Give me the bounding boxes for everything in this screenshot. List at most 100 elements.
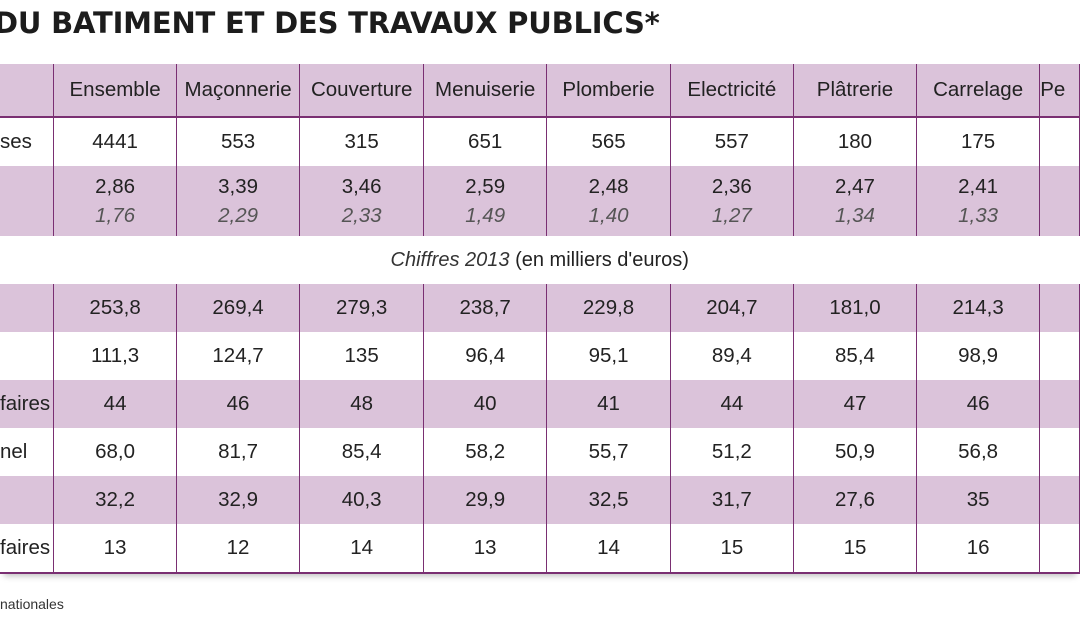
table-cell: 2,36 1,27 (670, 166, 794, 236)
table-cell: 214,3 (916, 284, 1041, 332)
column-header: Carrelage (916, 64, 1041, 118)
table-cell: 32,2 (53, 476, 177, 524)
table-cell: 2,86 1,76 (53, 166, 177, 236)
table-cell: 4441 (53, 117, 177, 166)
row-label: faires (0, 380, 55, 428)
table-cell: 2,48 1,40 (546, 166, 671, 236)
table-cell: 204,7 (670, 284, 794, 332)
table-cell: 47 (793, 380, 917, 428)
table-cell: 2,47 1,34 (793, 166, 917, 236)
table-cell: 279,3 (299, 284, 424, 332)
table-cell: 98,9 (916, 332, 1041, 380)
table-cell: 180 (793, 117, 917, 166)
table-cell: 15 (670, 524, 794, 574)
table-row: nel 68,0 81,7 85,4 58,2 55,7 51,2 50,9 5… (0, 428, 1080, 476)
table-cell: 238,7 (423, 284, 548, 332)
column-header: Plâtrerie (793, 64, 917, 118)
table-cell: 14 (546, 524, 671, 574)
column-header: Plomberie (546, 64, 671, 118)
table-cell: 46 (916, 380, 1041, 428)
table-cell: 3,39 2,29 (176, 166, 301, 236)
table-cell: 51,2 (670, 428, 794, 476)
table-cell (1039, 428, 1080, 476)
table-cell: 31,7 (670, 476, 794, 524)
table-cell: 48 (299, 380, 424, 428)
footnote: nationales (0, 596, 64, 612)
table-cell: 46 (176, 380, 301, 428)
table-cell (1039, 117, 1080, 166)
table-cell: 229,8 (546, 284, 671, 332)
table-cell: 175 (916, 117, 1041, 166)
table-cell: 2,41 1,33 (916, 166, 1041, 236)
table-row: 111,3 124,7 135 96,4 95,1 89,4 85,4 98,9 (0, 332, 1080, 380)
table-cell: 124,7 (176, 332, 301, 380)
table-cell: 32,5 (546, 476, 671, 524)
table-cell: 41 (546, 380, 671, 428)
table-cell: 651 (423, 117, 548, 166)
table-cell (1039, 380, 1080, 428)
table-cell: 553 (176, 117, 301, 166)
section-header: Chiffres 2013 (en milliers d'euros) (0, 236, 1080, 284)
row-label: ses (0, 117, 55, 166)
table-cell: 44 (53, 380, 177, 428)
table-cell: 29,9 (423, 476, 548, 524)
row-label-header (0, 64, 55, 118)
row-label (0, 284, 55, 332)
table-cell: 565 (546, 117, 671, 166)
table-cell: 85,4 (299, 428, 424, 476)
table-cell: 2,59 1,49 (423, 166, 548, 236)
table-cell: 32,9 (176, 476, 301, 524)
table-cell (1039, 284, 1080, 332)
table-cell: 15 (793, 524, 917, 574)
column-header: Menuiserie (423, 64, 548, 118)
column-header: Electricité (670, 64, 794, 118)
table-cell: 253,8 (53, 284, 177, 332)
table-cell: 58,2 (423, 428, 548, 476)
column-header: Maçonnerie (176, 64, 301, 118)
table-cell: 27,6 (793, 476, 917, 524)
table-cell: 14 (299, 524, 424, 574)
table-cell: 135 (299, 332, 424, 380)
row-label (0, 332, 55, 380)
table-cell (1039, 166, 1080, 236)
table-cell: 13 (423, 524, 548, 574)
table-cell: 85,4 (793, 332, 917, 380)
table-cell: 96,4 (423, 332, 548, 380)
table-cell: 3,46 2,33 (299, 166, 424, 236)
table-cell: 89,4 (670, 332, 794, 380)
section-header-row: Chiffres 2013 (en milliers d'euros) (0, 236, 1080, 284)
row-label (0, 476, 55, 524)
table-cell: 13 (53, 524, 177, 574)
table-cell: 269,4 (176, 284, 301, 332)
table-cell: 16 (916, 524, 1041, 574)
table-cell (1039, 524, 1080, 574)
row-label (0, 166, 55, 236)
table-cell: 557 (670, 117, 794, 166)
table-cell: 35 (916, 476, 1041, 524)
statistics-table: Ensemble Maçonnerie Couverture Menuiseri… (0, 64, 1080, 574)
table-cell: 315 (299, 117, 424, 166)
column-header: Couverture (299, 64, 424, 118)
header-row: Ensemble Maçonnerie Couverture Menuiseri… (0, 64, 1080, 118)
row-label: nel (0, 428, 55, 476)
table-cell: 68,0 (53, 428, 177, 476)
table-cell (1039, 476, 1080, 524)
table-cell: 12 (176, 524, 301, 574)
table-row: faires 13 12 14 13 14 15 15 16 (0, 524, 1080, 574)
table-cell: 40 (423, 380, 548, 428)
table-cell: 111,3 (53, 332, 177, 380)
column-header: Pe (1039, 64, 1080, 118)
table-cell: 50,9 (793, 428, 917, 476)
table-cell (1039, 332, 1080, 380)
table-title: DU BATIMENT ET DES TRAVAUX PUBLICS* (0, 6, 660, 40)
table-row: ses 4441 553 315 651 565 557 180 175 (0, 117, 1080, 166)
table-cell: 181,0 (793, 284, 917, 332)
row-label: faires (0, 524, 55, 574)
table-cell: 40,3 (299, 476, 424, 524)
table-cell: 44 (670, 380, 794, 428)
table-row: 32,2 32,9 40,3 29,9 32,5 31,7 27,6 35 (0, 476, 1080, 524)
table-row: faires 44 46 48 40 41 44 47 46 (0, 380, 1080, 428)
column-header: Ensemble (53, 64, 177, 118)
table-row: 253,8 269,4 279,3 238,7 229,8 204,7 181,… (0, 284, 1080, 332)
table-cell: 55,7 (546, 428, 671, 476)
